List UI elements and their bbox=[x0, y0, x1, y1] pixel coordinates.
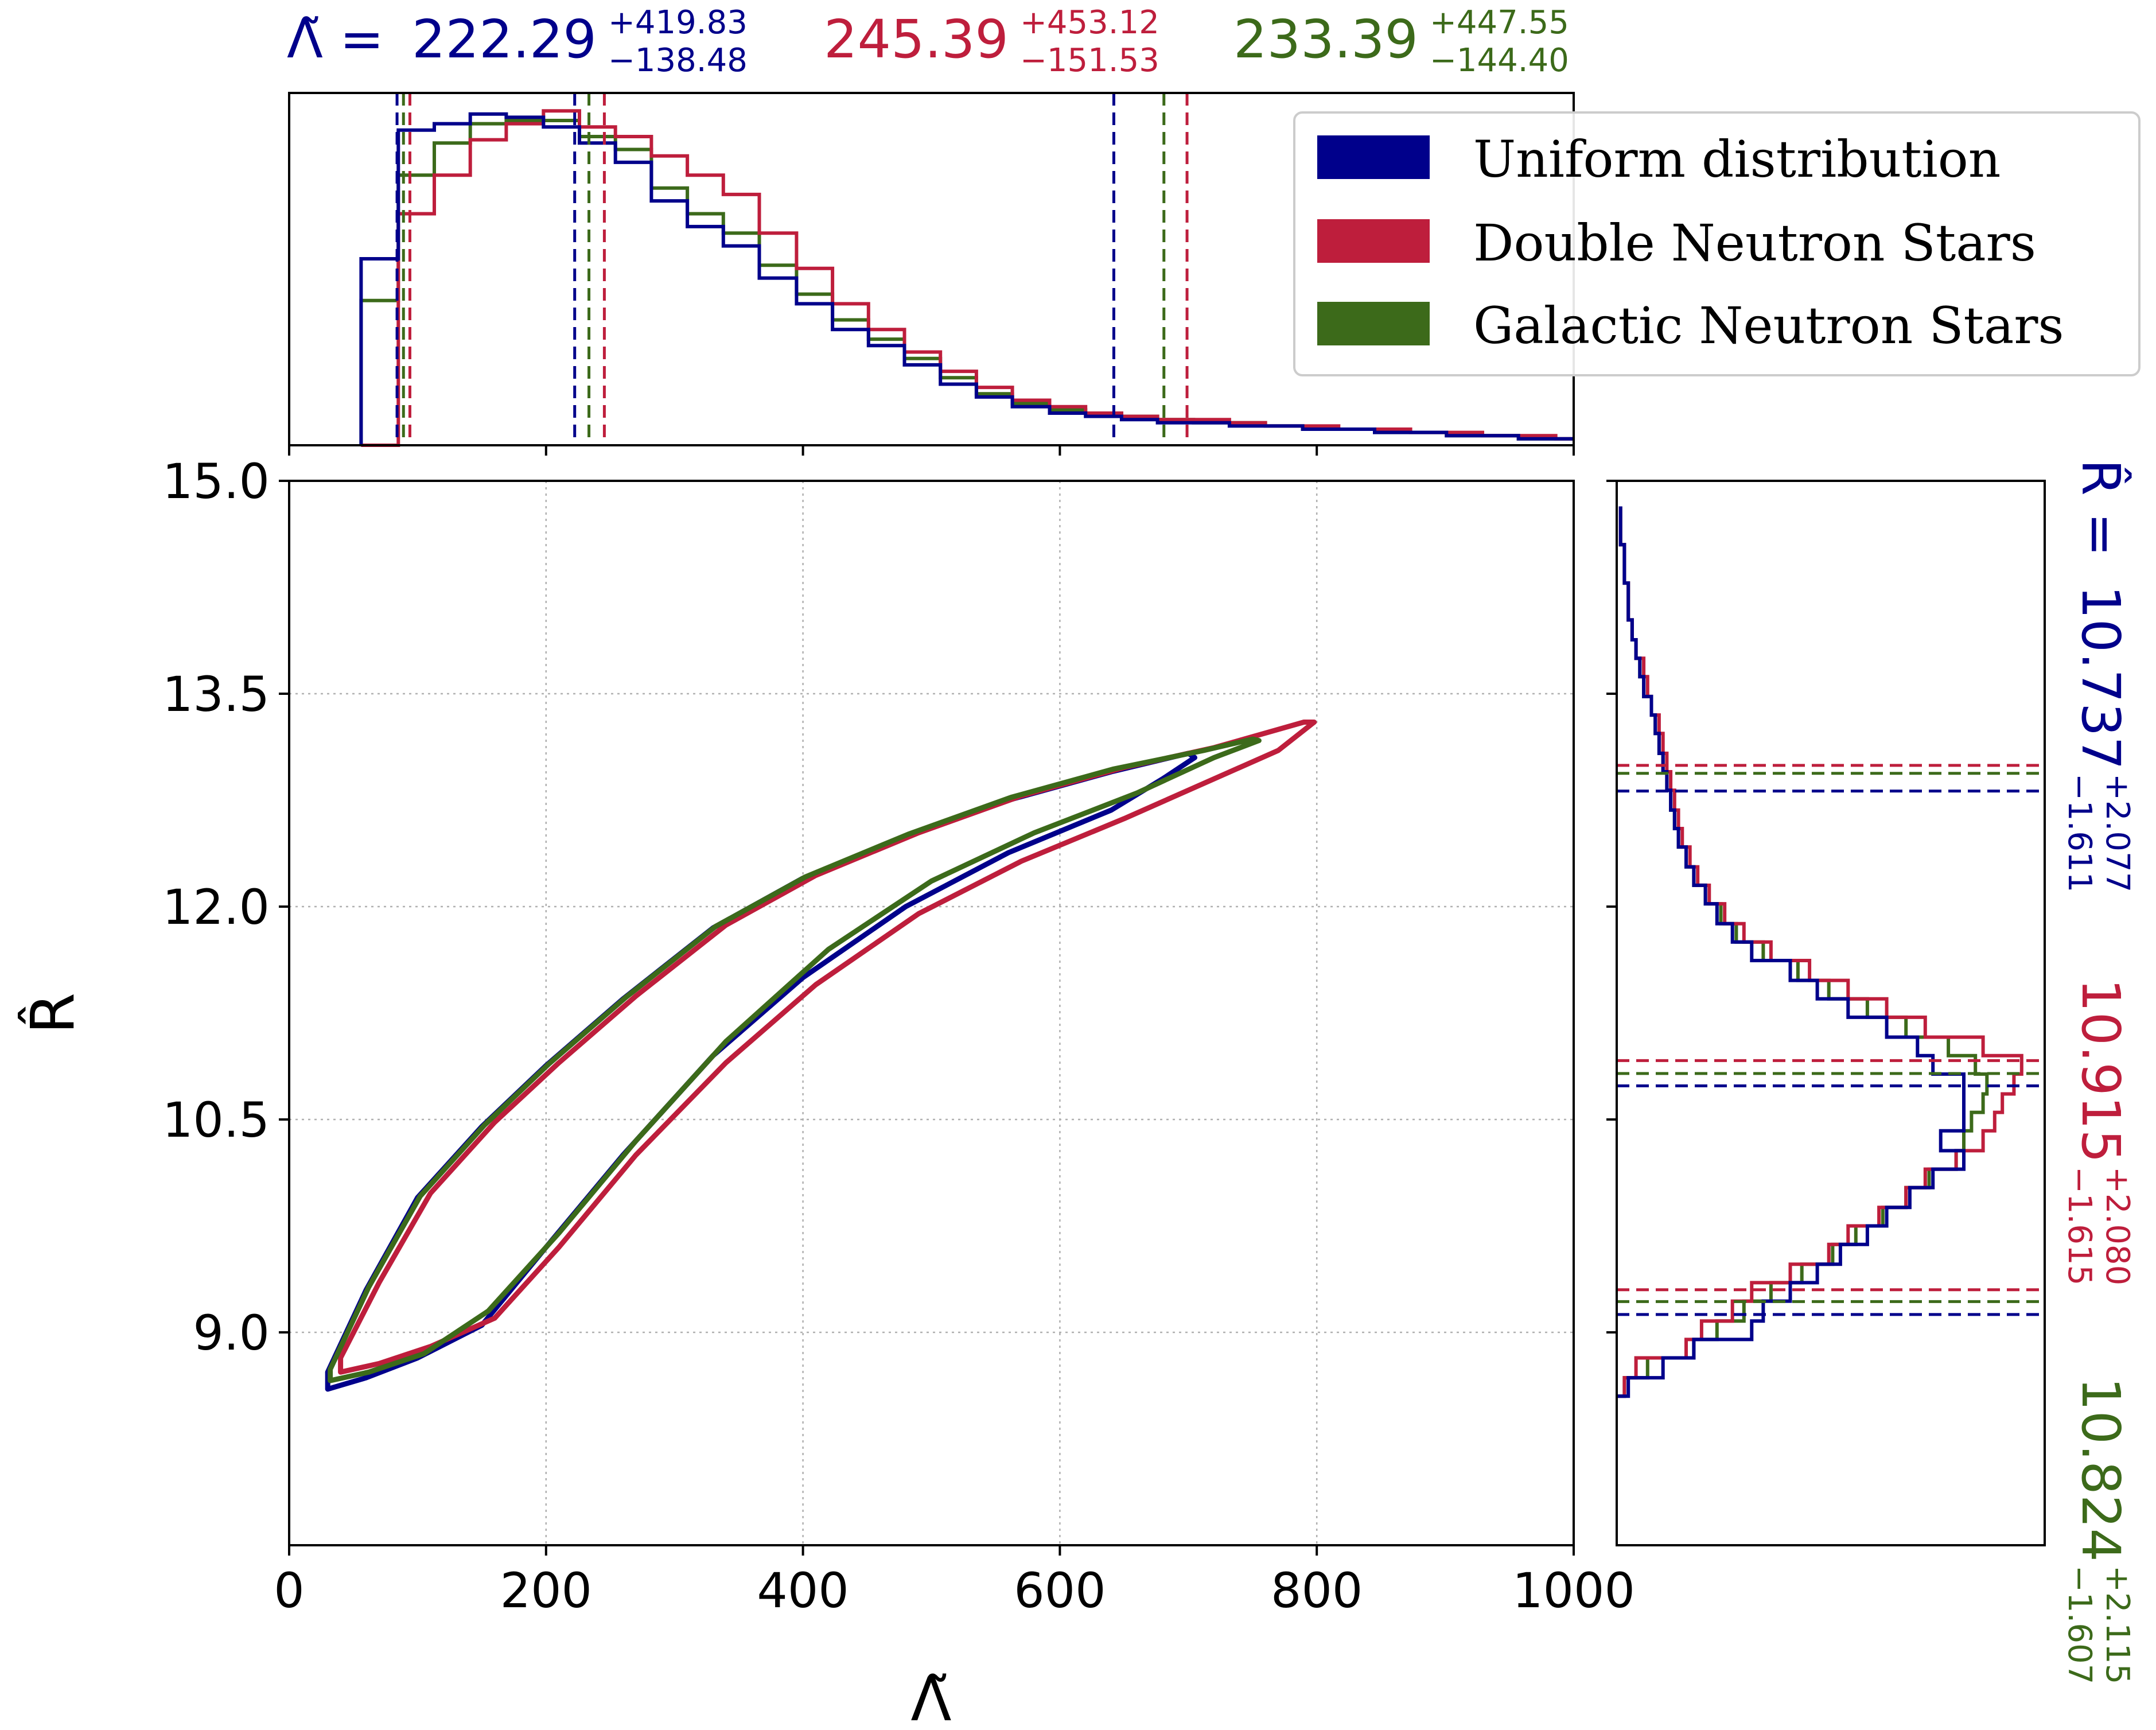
right-quantile-lines bbox=[1617, 764, 2045, 1316]
y-tick-label: 12.0 bbox=[162, 879, 270, 935]
y-tick-label: 9.0 bbox=[193, 1305, 270, 1361]
r-stat-galactic-plus: +2.115 bbox=[2099, 1565, 2136, 1684]
legend-label-dns: Double Neutron Stars bbox=[1473, 213, 2036, 273]
right-hist-dns bbox=[1617, 506, 2023, 1398]
legend-label-galactic: Galactic Neutron Stars bbox=[1473, 296, 2064, 355]
top-x-ticks bbox=[288, 445, 1575, 456]
top-quantile-lines bbox=[395, 93, 1189, 445]
right-y-ticks bbox=[1606, 480, 1617, 1334]
right-histograms bbox=[1617, 506, 2023, 1398]
lambda-stat-dns-value: 245.39 bbox=[824, 9, 1009, 70]
contour-galactic bbox=[328, 736, 1262, 1383]
lambda-stats: Λ̃ = 222.29 +419.83 −138.48 245.39 +453.… bbox=[287, 4, 1569, 79]
legend-swatch-galactic bbox=[1317, 302, 1430, 345]
top-hist-uniform bbox=[359, 112, 1574, 445]
r-stat-prefix: R̂ = bbox=[2070, 459, 2132, 557]
x-tick-label: 1000 bbox=[1512, 1562, 1635, 1619]
top-marginal-panel bbox=[288, 92, 1575, 456]
legend-swatch-uniform bbox=[1317, 135, 1430, 179]
right-panel-frame bbox=[1616, 480, 2046, 1546]
joint-panel-frame bbox=[288, 480, 1575, 1546]
x-tick-label: 0 bbox=[274, 1562, 304, 1619]
r-stat-uniform-plus: +2.077 bbox=[2099, 773, 2136, 892]
x-axis-label: Λ̃ bbox=[910, 1665, 951, 1730]
r-stats: R̂ = 10.737 +2.077 −1.611 10.915 +2.080 … bbox=[2061, 459, 2136, 1684]
lambda-stat-uniform-minus: −138.48 bbox=[608, 42, 748, 79]
x-tick-label: 800 bbox=[1271, 1562, 1363, 1619]
lambda-stat-dns-minus: −151.53 bbox=[1020, 42, 1159, 79]
y-tick-label: 10.5 bbox=[162, 1092, 270, 1148]
lambda-stat-prefix: Λ̃ = bbox=[287, 9, 384, 70]
r-stat-dns-plus: +2.080 bbox=[2099, 1167, 2136, 1285]
right-hist-uniform bbox=[1617, 506, 1966, 1398]
top-histograms bbox=[359, 109, 1574, 447]
legend: Uniform distribution Double Neutron Star… bbox=[1293, 111, 2141, 376]
lambda-stat-galactic-value: 233.39 bbox=[1233, 9, 1418, 70]
r-stat-galactic-value: 10.824 bbox=[2070, 1377, 2131, 1562]
r-stat-uniform-minus: −1.611 bbox=[2061, 773, 2098, 892]
contour-dns bbox=[338, 720, 1317, 1375]
legend-label-uniform: Uniform distribution bbox=[1473, 130, 2001, 189]
r-stat-galactic-minus: −1.607 bbox=[2061, 1565, 2098, 1684]
legend-box bbox=[1293, 111, 2141, 376]
y-tick-label: 13.5 bbox=[162, 666, 270, 722]
x-tick-label: 400 bbox=[757, 1562, 849, 1619]
joint-panel: 0 200 400 600 800 1000 9.0 10.5 12.0 13.5 15.0 Λ̃… bbox=[18, 453, 1635, 1730]
lambda-stat-uniform-value: 222.29 bbox=[412, 9, 597, 70]
x-tick-label: 600 bbox=[1014, 1562, 1106, 1619]
legend-swatch-dns bbox=[1317, 219, 1430, 263]
lambda-stat-dns-plus: +453.12 bbox=[1020, 4, 1159, 41]
grid-lines bbox=[289, 481, 1574, 1545]
x-ticks: 0 200 400 600 800 1000 bbox=[274, 1545, 1635, 1619]
r-stat-dns-minus: −1.615 bbox=[2061, 1167, 2098, 1285]
contours bbox=[325, 720, 1317, 1392]
right-marginal-panel bbox=[1606, 480, 2046, 1546]
r-stat-dns-value: 10.915 bbox=[2070, 978, 2131, 1163]
lambda-stat-uniform-plus: +419.83 bbox=[608, 4, 748, 41]
lambda-stat-galactic-plus: +447.55 bbox=[1430, 4, 1569, 41]
contour-uniform bbox=[325, 751, 1197, 1392]
lambda-stat-galactic-minus: −144.40 bbox=[1430, 42, 1569, 79]
y-ticks: 9.0 10.5 12.0 13.5 15.0 bbox=[162, 453, 289, 1361]
y-axis-label: R̂ bbox=[18, 993, 88, 1034]
x-tick-label: 200 bbox=[500, 1562, 592, 1619]
r-stat-uniform-value: 10.737 bbox=[2070, 585, 2131, 770]
y-tick-label: 15.0 bbox=[162, 453, 270, 510]
